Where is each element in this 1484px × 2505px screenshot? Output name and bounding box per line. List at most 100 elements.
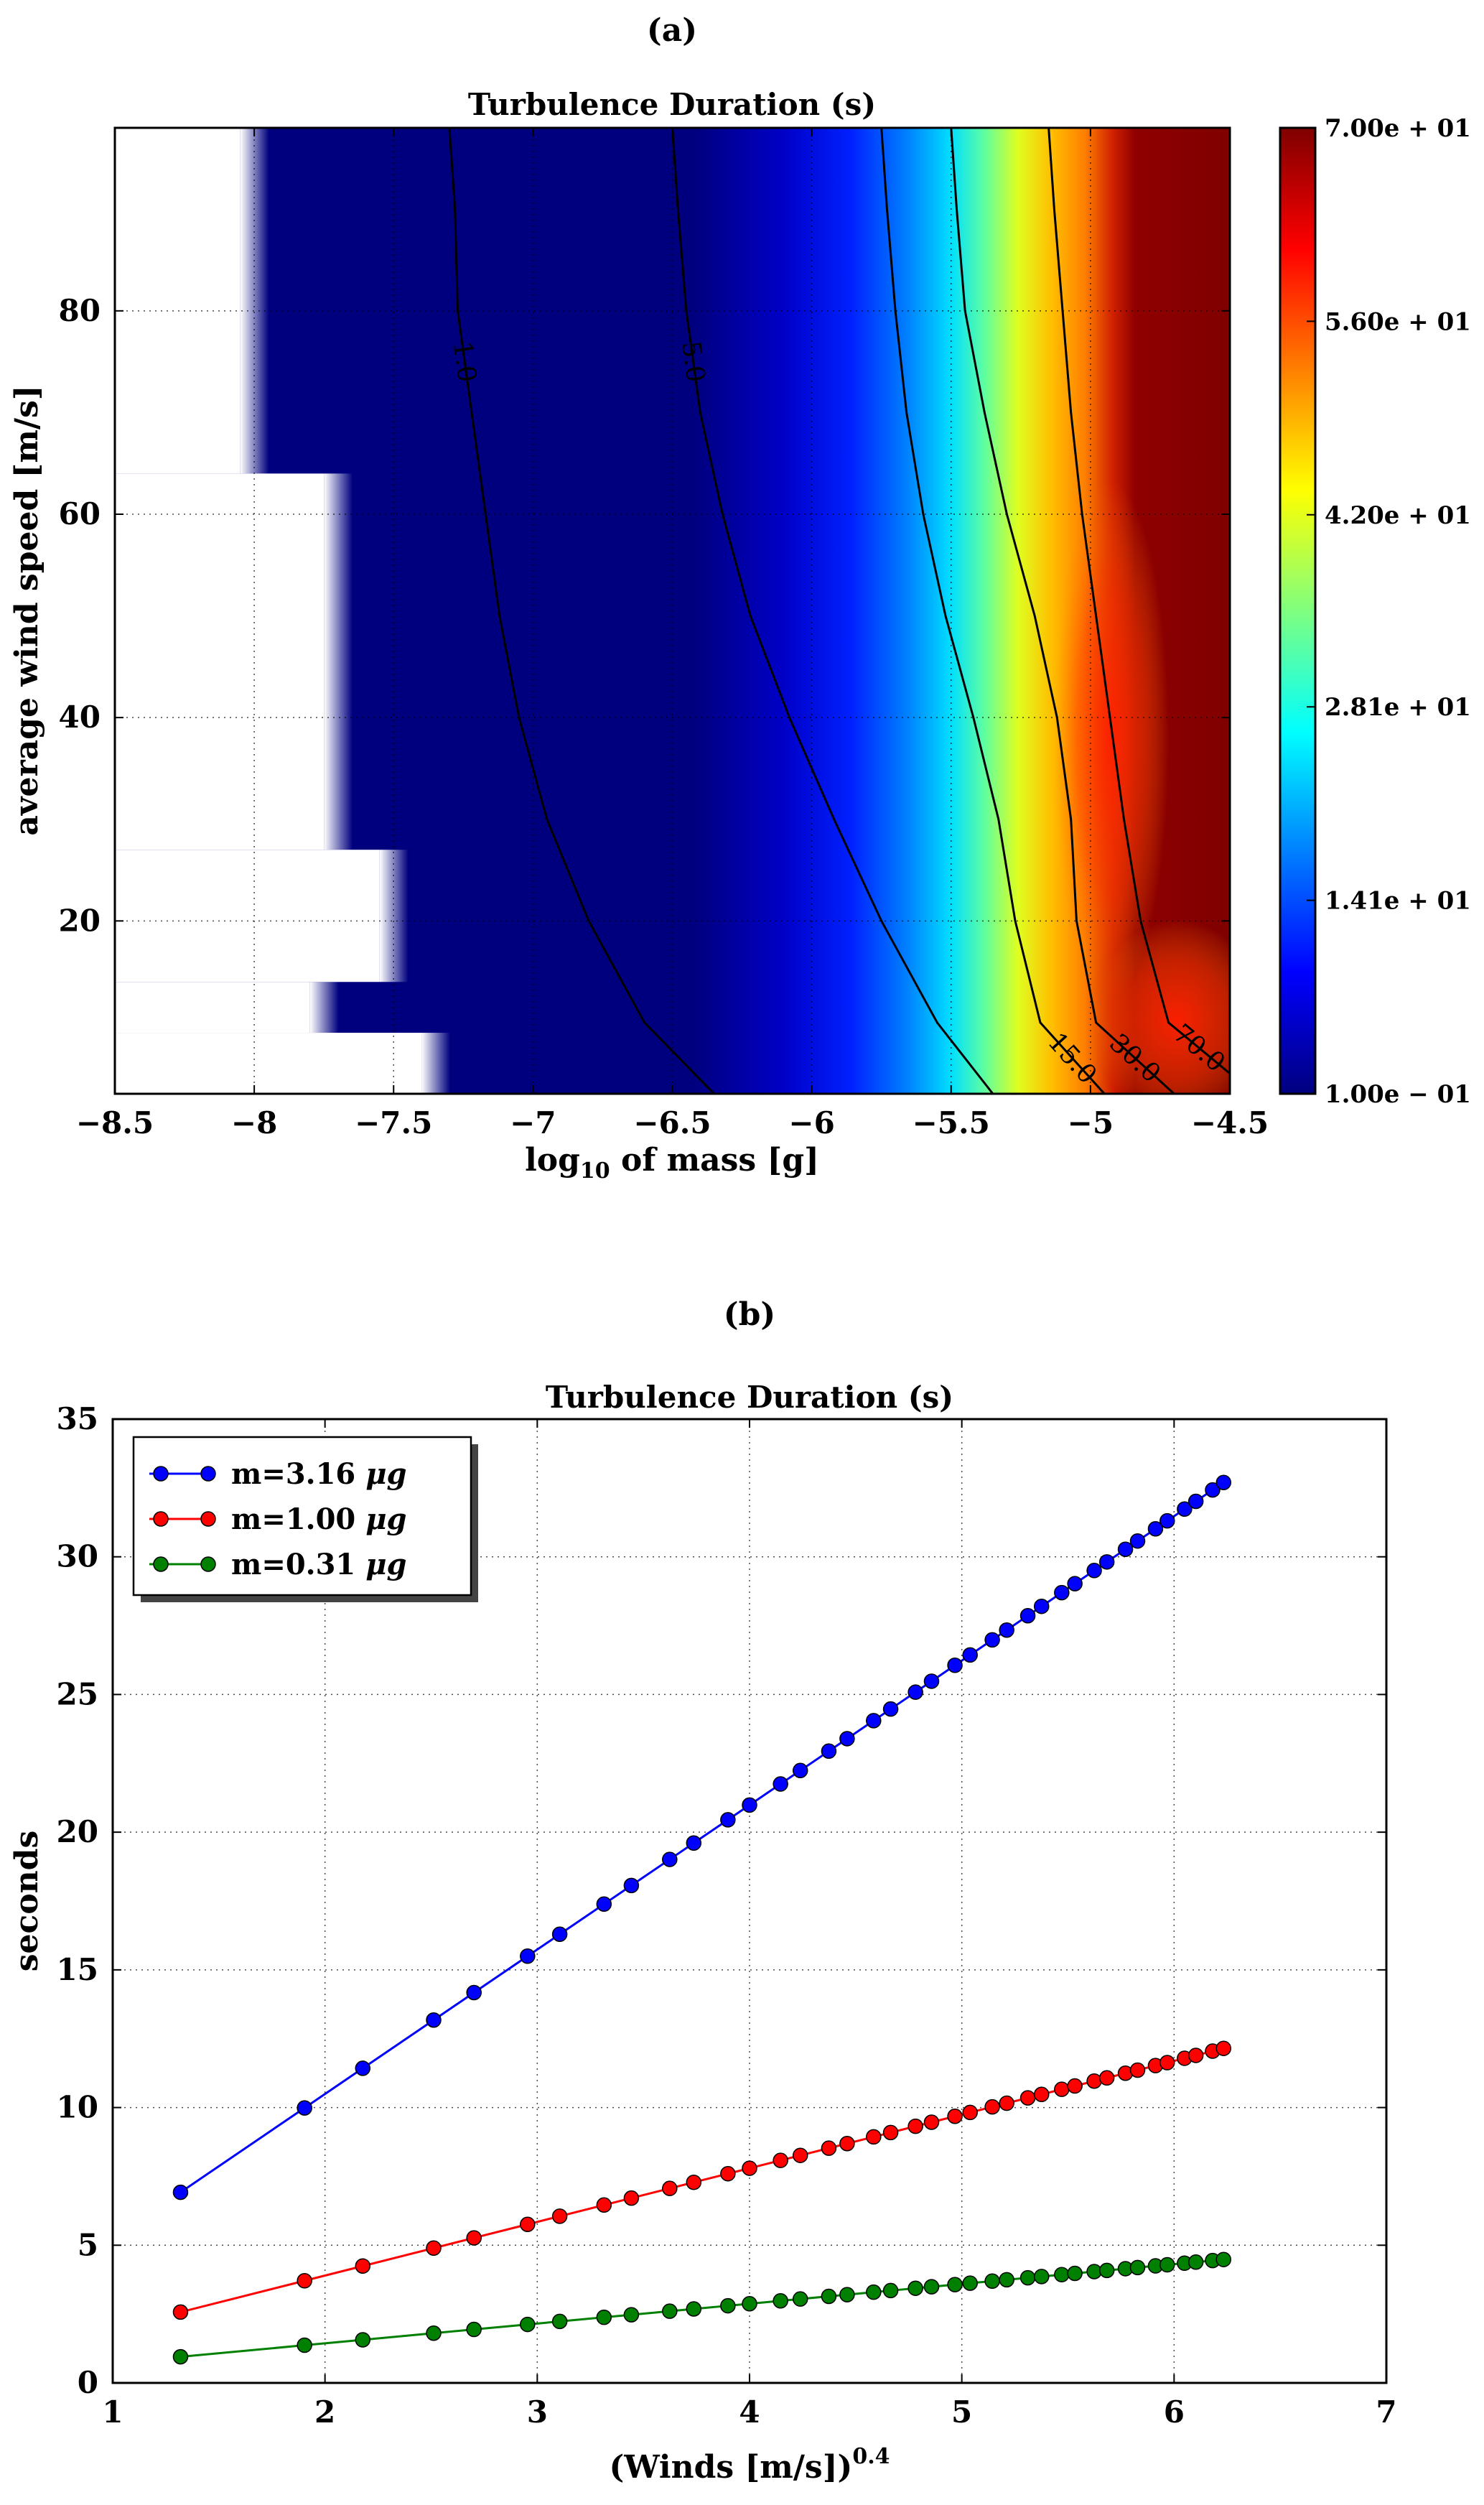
data-point — [1098, 2070, 1115, 2086]
y-tick-label: 40 — [59, 700, 101, 735]
y-tick-label: 80 — [59, 293, 101, 328]
series-line — [172, 2251, 1232, 2365]
data-point — [866, 2129, 882, 2145]
data-point — [742, 1797, 757, 1813]
no-data-edge — [421, 1033, 451, 1094]
data-point — [947, 2109, 963, 2124]
data-point — [947, 1658, 963, 1673]
x-tick-label: −4.5 — [1191, 1105, 1269, 1140]
ticks-a: −8.5 −8 −7.5 −7 −6.5 −6 −5.5 −5 −4.5 20 40 60 80 — [59, 128, 1269, 1140]
x-tick-label: −8.5 — [76, 1105, 154, 1140]
x-tick-label: 5 — [951, 2394, 972, 2430]
data-point — [792, 2147, 808, 2163]
data-point — [839, 2135, 855, 2152]
legend-label: m=0.31 μg — [231, 1548, 406, 1581]
data-point — [596, 2309, 612, 2325]
contour-line — [880, 128, 1106, 1094]
contour-label-text: 1.0 — [447, 340, 482, 384]
data-point — [1205, 1482, 1221, 1498]
contour-line — [671, 128, 994, 1094]
data-point — [297, 2337, 312, 2353]
data-point — [1215, 1474, 1232, 1490]
data-point — [882, 1701, 899, 1717]
data-point — [1215, 2040, 1232, 2056]
data-point — [1019, 2269, 1036, 2286]
data-point — [1054, 1584, 1070, 1601]
data-point — [720, 2165, 736, 2182]
no-data-block — [115, 473, 325, 850]
legend-items: m=3.16 μg m=1.00 μg m=0.31 μg — [149, 1457, 406, 1581]
data-point — [1019, 2090, 1036, 2106]
data-point — [355, 2258, 371, 2274]
data-point — [962, 2275, 978, 2291]
data-point — [923, 1673, 940, 1689]
contour-line — [448, 128, 715, 1094]
x-tick-label: 1 — [102, 2394, 123, 2430]
data-point — [520, 2216, 536, 2232]
panel-a-xlabel: log10 of mass [g] — [525, 1142, 819, 1184]
data-point — [426, 2012, 442, 2028]
legend: m=3.16 μg m=1.00 μg m=0.31 μg — [132, 1436, 478, 1602]
legend-item: m=1.00 μg — [149, 1502, 406, 1536]
data-point — [962, 1647, 978, 1663]
data-point — [1215, 2251, 1232, 2267]
no-data-region — [115, 128, 451, 1094]
no-data-edge — [309, 982, 339, 1033]
data-point — [520, 1948, 536, 1964]
data-point — [839, 2287, 855, 2302]
heatmap-hotspot-low — [1091, 919, 1230, 1094]
data-point — [623, 1877, 640, 1894]
data-point — [720, 2297, 736, 2314]
series-line — [172, 2040, 1232, 2320]
contour-label: 5.0 — [676, 340, 710, 384]
legend-marker — [200, 1556, 216, 1572]
no-data-block — [115, 982, 310, 1033]
data-point — [999, 1622, 1014, 1638]
x-tick-label: −8 — [231, 1105, 277, 1140]
data-point — [1033, 2086, 1050, 2103]
data-point — [355, 2332, 371, 2348]
colorbar-tick-label: 2.81e + 01 — [1325, 693, 1471, 722]
data-point — [1067, 2078, 1083, 2094]
colorbar: 7.00e + 01 5.60e + 01 4.20e + 01 2.81e + 01… — [1279, 114, 1471, 1109]
x-tick-label: −7 — [510, 1105, 556, 1140]
data-point — [821, 2288, 837, 2305]
data-point — [551, 2313, 568, 2330]
data-point — [1067, 1576, 1083, 1591]
data-point — [466, 2321, 482, 2338]
data-point — [172, 2348, 189, 2365]
data-point — [1187, 2254, 1204, 2270]
contour-line — [950, 128, 1175, 1094]
x-tick-label: 6 — [1164, 2394, 1185, 2430]
data-point — [907, 1684, 923, 1700]
data-point — [1177, 1501, 1193, 1517]
data-point — [882, 2124, 899, 2141]
data-point — [821, 1743, 837, 1760]
data-point — [742, 2296, 757, 2312]
panel-b-label: (b) — [724, 1296, 775, 1333]
data-point — [742, 2160, 757, 2176]
data-point — [596, 2197, 612, 2213]
ticks-b: 1 2 3 4 5 6 7 0 5 10 15 20 25 30 35 — [57, 1401, 1397, 2430]
y-tick-label: 0 — [78, 2365, 98, 2400]
data-point — [984, 2273, 1000, 2289]
data-point — [686, 2174, 702, 2190]
panel-a-title: Turbulence Duration (s) — [468, 87, 876, 122]
series — [172, 1474, 1232, 2365]
legend-label: m=1.00 μg — [231, 1502, 406, 1536]
contour-line — [1047, 128, 1230, 1074]
colorbar-ticks: 7.00e + 01 5.60e + 01 4.20e + 01 2.81e + 01… — [1307, 114, 1471, 1109]
data-point — [686, 2301, 702, 2317]
data-point — [947, 2277, 963, 2292]
data-point — [984, 2099, 1000, 2115]
data-point — [466, 2230, 482, 2246]
panel-b-xlabel: (Winds [m/s])0.4 — [609, 2444, 890, 2486]
contour-label-text: 5.0 — [676, 340, 710, 384]
panel-b: (b) Turbulence Duration (s) 1 2 3 4 5 6 705101… — [9, 1296, 1397, 2486]
data-point — [662, 2180, 678, 2196]
data-point — [1187, 2048, 1204, 2063]
legend-item: m=0.31 μg — [149, 1548, 406, 1581]
data-point — [1159, 2257, 1175, 2273]
data-point — [466, 1984, 482, 2001]
data-point — [923, 2114, 940, 2130]
